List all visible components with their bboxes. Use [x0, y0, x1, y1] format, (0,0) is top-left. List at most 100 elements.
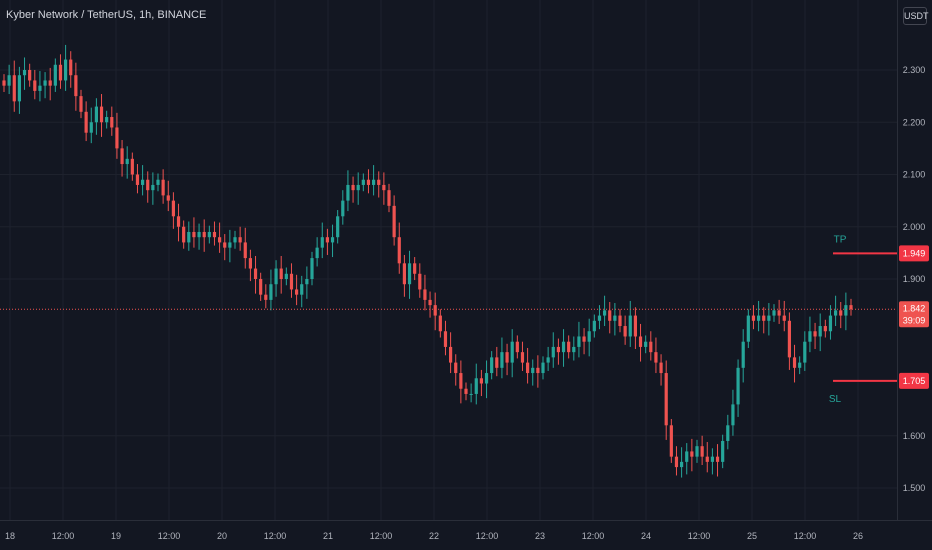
candle-body — [572, 346, 576, 353]
candle-body — [202, 231, 206, 238]
candle-body — [633, 315, 637, 337]
candle-body — [654, 352, 658, 363]
candle-body — [305, 279, 309, 285]
candle-body — [253, 268, 258, 279]
candle-body — [587, 331, 591, 342]
candle-body — [469, 393, 473, 395]
candle-body — [674, 456, 679, 468]
candle-body — [505, 352, 509, 363]
candle-body — [438, 315, 442, 332]
candle-body — [228, 242, 232, 248]
candle-body — [74, 75, 78, 97]
level-price-label: 1.949 — [903, 248, 926, 258]
candle-body — [2, 80, 6, 86]
candle-body — [279, 268, 283, 279]
time-tick-label: 12:00 — [52, 531, 75, 541]
time-tick-label: 12:00 — [582, 531, 605, 541]
candle-body — [813, 331, 817, 337]
candle-body — [751, 315, 756, 321]
candle-body — [490, 357, 494, 374]
candle-body — [556, 346, 560, 353]
candle-body — [372, 179, 376, 185]
candle-body — [192, 231, 196, 238]
time-tick-label: 12:00 — [794, 531, 817, 541]
candle-body — [551, 346, 555, 358]
candle-body — [777, 310, 781, 316]
candle-body — [644, 341, 648, 347]
candle-body — [613, 315, 617, 321]
time-tick-label: 26 — [853, 531, 863, 541]
candle-body — [772, 310, 776, 316]
candle-body — [823, 326, 827, 332]
candle-body — [223, 242, 227, 248]
candle-body — [623, 326, 627, 337]
candle-body — [397, 237, 401, 264]
time-tick-label: 12:00 — [264, 531, 287, 541]
currency-button[interactable]: USDT — [903, 7, 929, 25]
candle-body — [130, 158, 134, 175]
candle-body — [746, 315, 750, 342]
candle-body — [418, 273, 422, 290]
candle-body — [141, 179, 145, 185]
candle-body — [638, 336, 643, 347]
candle-body — [700, 446, 704, 457]
candle-body — [284, 273, 288, 279]
candle-body — [454, 362, 458, 374]
candle-body — [7, 75, 11, 86]
candle-body — [248, 258, 252, 269]
candle-body — [433, 305, 437, 316]
candle-body — [12, 75, 16, 102]
candle-body — [233, 237, 237, 243]
time-tick-label: 25 — [747, 531, 757, 541]
candle-body — [561, 341, 566, 353]
candle-body — [69, 59, 73, 76]
candle-body — [387, 190, 391, 206]
candle-body — [212, 231, 217, 238]
candle-body — [520, 352, 525, 363]
candle-body — [269, 284, 273, 300]
candle-body — [741, 341, 745, 368]
candle-body — [151, 184, 155, 191]
candle-body — [382, 184, 386, 191]
candle-body — [762, 315, 766, 321]
candle-body — [603, 310, 607, 316]
current-price-tag — [899, 301, 929, 328]
candle-body — [377, 179, 381, 185]
candle-body — [94, 106, 98, 123]
candle-body — [839, 310, 843, 316]
price-tick-label: 1.900 — [903, 274, 926, 284]
candle-body — [361, 179, 365, 185]
price-tick-label: 1.600 — [903, 431, 926, 441]
candle-body — [336, 216, 340, 238]
candle-body — [705, 456, 709, 462]
candle-body — [407, 263, 412, 285]
candle-body — [166, 195, 170, 201]
candle-body — [366, 179, 371, 185]
candle-body — [218, 237, 222, 243]
candle-body — [161, 179, 165, 196]
candle-body — [484, 373, 489, 384]
candle-body — [721, 440, 725, 462]
candle-body — [182, 226, 186, 243]
candle-body — [171, 200, 175, 217]
candle-body — [546, 357, 550, 363]
candle-body — [767, 315, 771, 321]
candle-body — [341, 200, 345, 217]
candle-body — [79, 96, 83, 112]
candle-body — [84, 111, 88, 133]
candle-body — [582, 336, 586, 342]
candle-body — [715, 456, 720, 462]
candle-body — [844, 305, 848, 316]
candle-body — [22, 70, 27, 76]
candle-body — [536, 367, 540, 374]
current-price-label: 1.842 — [903, 303, 926, 313]
candle-body — [28, 70, 32, 81]
candle-body — [315, 247, 319, 259]
candle-body — [243, 242, 247, 259]
candle-body — [423, 289, 427, 300]
level-price-label: 1.705 — [903, 376, 926, 386]
candle-body — [731, 404, 735, 426]
price-tick-label: 1.500 — [903, 483, 926, 493]
